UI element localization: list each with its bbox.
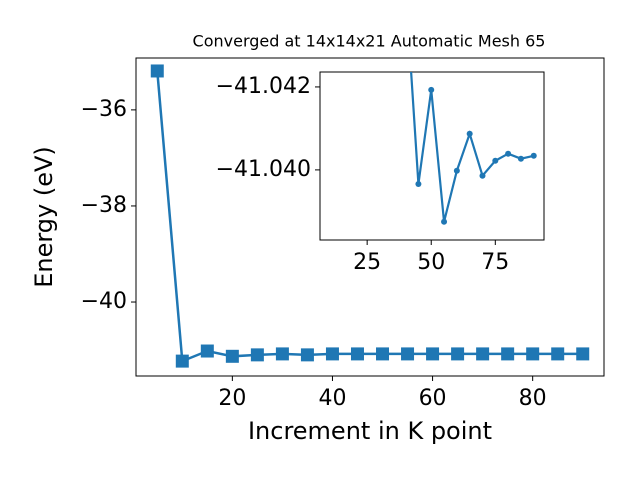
x-tick-label: 50 <box>417 250 445 275</box>
x-tick-label: 80 <box>519 386 547 411</box>
marker <box>576 347 590 361</box>
marker <box>200 344 214 358</box>
y-tick-label: −41.042 <box>216 74 311 99</box>
chart-title: Converged at 14x14x21 Automatic Mesh 65 <box>193 32 546 51</box>
marker <box>376 347 390 361</box>
marker <box>415 181 422 187</box>
series-group <box>410 72 537 225</box>
marker <box>441 218 448 225</box>
marker <box>150 64 164 78</box>
marker <box>250 348 264 362</box>
marker <box>505 150 512 157</box>
marker <box>479 172 486 179</box>
marker <box>453 167 460 174</box>
y-tick-label: −41.040 <box>216 157 311 182</box>
marker <box>466 130 473 137</box>
series-group <box>150 64 590 368</box>
marker <box>325 347 339 361</box>
y-axis-label: Energy (eV) <box>30 146 58 288</box>
marker <box>517 155 524 162</box>
x-tick-label: 20 <box>218 386 246 411</box>
marker <box>551 347 565 361</box>
marker <box>225 349 239 363</box>
marker <box>275 347 289 361</box>
marker <box>428 86 435 93</box>
marker <box>300 348 314 362</box>
marker <box>350 347 364 361</box>
marker <box>426 347 440 361</box>
marker <box>175 354 189 368</box>
x-tick-label: 75 <box>481 250 509 275</box>
marker <box>492 157 499 164</box>
marker <box>526 347 540 361</box>
marker <box>401 347 415 361</box>
x-tick-label: 40 <box>318 386 346 411</box>
y-tick-label: −38 <box>81 193 127 218</box>
marker <box>530 152 537 159</box>
marker <box>451 347 465 361</box>
y-tick-label: −36 <box>81 97 127 122</box>
y-tick-label: −40 <box>81 289 127 314</box>
marker <box>476 347 490 361</box>
x-tick-label: 60 <box>419 386 447 411</box>
x-axis-label: Increment in K point <box>248 417 492 445</box>
x-tick-label: 25 <box>353 250 381 275</box>
marker <box>501 347 515 361</box>
